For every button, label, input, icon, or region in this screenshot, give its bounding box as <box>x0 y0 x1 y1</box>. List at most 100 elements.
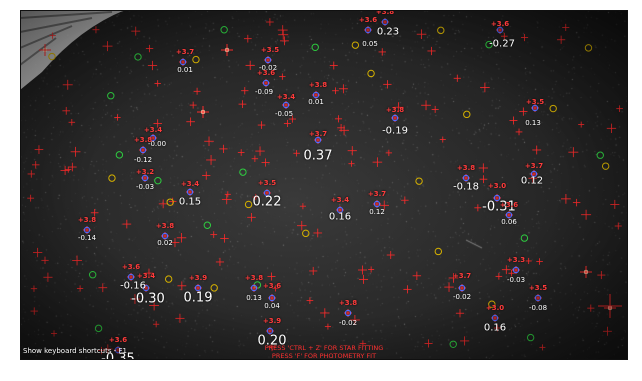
catalog-star-marker <box>444 282 454 292</box>
instruction-star-fitting: PRESS 'CTRL + Z' FOR STAR FITTING <box>264 344 384 352</box>
catalog-star-marker <box>189 101 197 109</box>
catalog-star-marker <box>34 145 44 154</box>
candidate-star-circle <box>244 200 253 209</box>
catalog-star-marker <box>145 44 154 53</box>
keyboard-shortcuts-hint: Show keyboard shortcuts - F1 <box>23 347 127 355</box>
star-residual-label: -0.09 <box>254 88 274 96</box>
star-residual-label: -0.27 <box>489 38 515 50</box>
catalog-star-marker <box>561 193 571 204</box>
catalog-star-marker <box>416 29 427 40</box>
star-magnitude-label: +3.5 <box>525 98 545 106</box>
candidate-star-circle <box>115 151 124 159</box>
star-residual-label: 0.15 <box>178 196 202 208</box>
candidate-star-circle <box>415 177 423 185</box>
catalog-star-marker <box>41 256 49 264</box>
star-residual-label: -0.16 <box>120 280 146 292</box>
candidate-star-circle <box>351 41 360 49</box>
star-magnitude-label: +3.7 <box>452 272 472 280</box>
catalog-star-marker <box>247 213 256 222</box>
star-magnitude-label: +3.8 <box>308 81 328 89</box>
catalog-star-marker <box>385 149 393 157</box>
candidate-star-circle <box>596 151 604 159</box>
star-residual-label: -0.35 <box>101 351 135 361</box>
catalog-star-marker <box>329 61 338 70</box>
catalog-star-marker <box>334 115 343 123</box>
catalog-star-marker <box>266 18 274 26</box>
catalog-star-marker <box>206 155 216 165</box>
star-magnitude-label: +3.6 <box>256 69 276 77</box>
catalog-star-marker <box>279 73 286 80</box>
catalog-star-marker <box>572 198 581 207</box>
candidate-star-circle <box>302 229 310 238</box>
catalog-star-marker <box>221 194 232 205</box>
star-magnitude-label: +3.6 <box>499 201 519 209</box>
catalog-star-marker <box>453 74 461 82</box>
catalog-star-marker <box>27 170 35 178</box>
star-residual-label: -0.31 <box>482 199 516 215</box>
catalog-star-marker <box>30 307 38 315</box>
candidate-star-circle <box>601 162 610 170</box>
catalog-star-marker <box>76 285 84 292</box>
candidate-star-circle <box>88 271 97 279</box>
catalog-star-marker <box>431 105 439 113</box>
star-magnitude-label: +3.0 <box>487 182 507 190</box>
star-magnitude-label: +3.6 <box>121 263 141 271</box>
candidate-star-circle <box>463 110 471 119</box>
catalog-star-marker <box>261 158 270 167</box>
catalog-star-marker <box>424 339 433 348</box>
catalog-star-marker <box>474 204 482 212</box>
star-magnitude-label: +3.8 <box>155 222 175 230</box>
catalog-star-marker <box>597 271 606 280</box>
catalog-star-marker <box>202 171 211 180</box>
star-residual-label: 0.06 <box>501 218 517 226</box>
catalog-star-marker <box>347 146 357 156</box>
catalog-star-marker <box>339 125 350 136</box>
star-residual-label: -0.02 <box>452 293 472 301</box>
candidate-star-circle <box>203 221 212 229</box>
catalog-star-marker <box>616 105 623 112</box>
catalog-star-marker <box>383 80 392 89</box>
candidate-star-circle <box>154 176 162 185</box>
catalog-star-marker <box>509 116 518 125</box>
catalog-star-marker <box>515 128 523 136</box>
catalog-star-marker <box>568 147 579 158</box>
star-magnitude-label: +3.8 <box>375 10 395 16</box>
catalog-star-marker <box>267 272 276 281</box>
catalog-star-marker <box>578 121 585 128</box>
catalog-star-marker <box>520 34 529 42</box>
catalog-star-marker <box>403 285 412 294</box>
star-magnitude-label: +3.8 <box>338 299 358 307</box>
catalog-star-marker <box>215 257 225 267</box>
catalog-star-marker <box>556 35 566 44</box>
star-magnitude-label: +3.5 <box>528 284 548 292</box>
star-field-viewport[interactable]: +3.8 0.23 +3.6 0.05 +3.6 -0.27 +3.7 0.01 +3.5 -0.… <box>20 10 628 360</box>
catalog-star-marker <box>65 166 72 173</box>
catalog-star-marker <box>519 107 528 116</box>
catalog-star-marker <box>50 330 58 337</box>
catalog-star-marker <box>293 149 300 157</box>
catalog-star-marker <box>299 203 307 210</box>
candidate-star-circle <box>134 53 142 61</box>
fit-instructions: PRESS 'CTRL + Z' FOR STAR FITTING PRESS … <box>265 344 384 360</box>
catalog-star-marker <box>348 160 355 167</box>
catalog-star-marker <box>525 257 532 265</box>
star-magnitude-label: +3.8 <box>133 136 153 144</box>
candidate-star-circle <box>437 26 445 35</box>
instruction-photometry-fit: PRESS 'F' FOR PHOTOMETRY FIT <box>271 352 377 360</box>
candidate-star-circle <box>434 247 443 256</box>
candidate-star-circle <box>108 174 116 182</box>
catalog-star-marker <box>313 228 323 238</box>
star-residual-label: 0.12 <box>520 175 544 187</box>
star-magnitude-label: +3.5 <box>257 179 277 187</box>
catalog-star-marker <box>320 308 330 318</box>
catalog-star-marker <box>358 265 367 275</box>
star-residual-label: 0.37 <box>303 148 333 164</box>
catalog-star-marker <box>122 219 132 229</box>
candidate-star-circle <box>239 168 247 176</box>
catalog-star-marker <box>455 309 465 318</box>
catalog-star-marker <box>283 119 291 127</box>
star-magnitude-label: +3.3 <box>506 256 526 264</box>
candidate-star-circle <box>367 69 375 78</box>
catalog-star-marker <box>372 157 383 167</box>
catalog-star-marker <box>412 271 422 281</box>
